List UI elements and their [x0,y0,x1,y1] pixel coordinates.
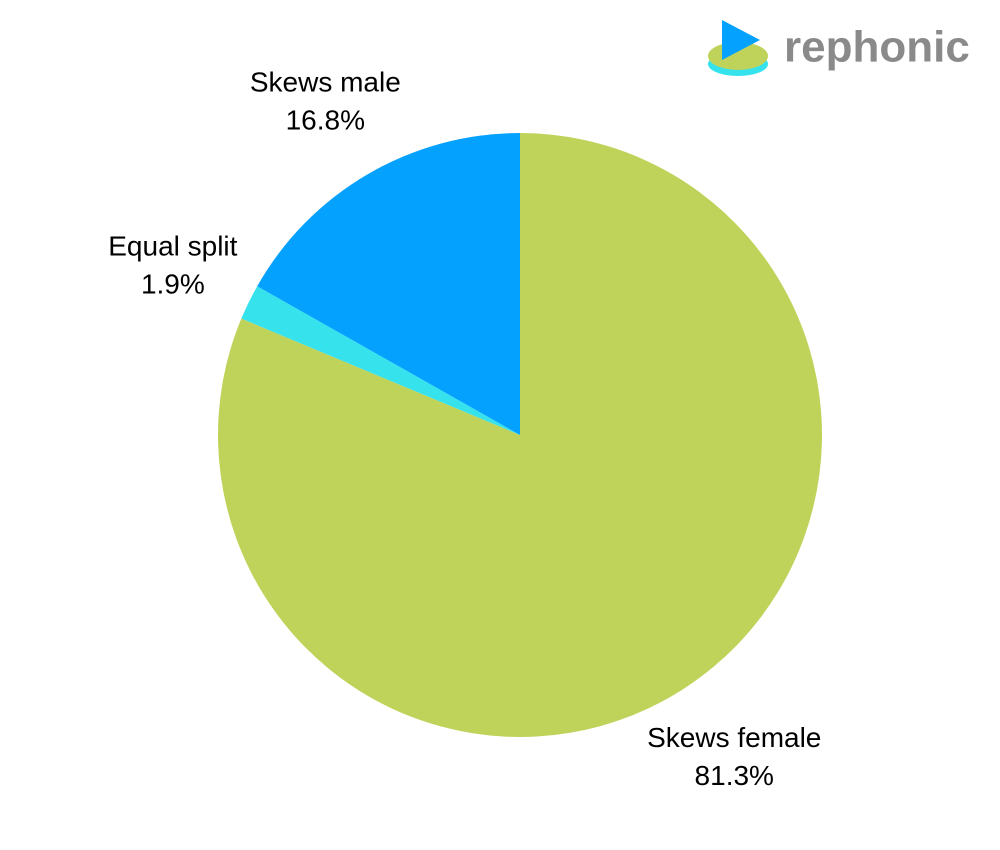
logo [708,20,768,76]
pie-slice [257,133,520,435]
logo-play [722,20,760,60]
slice-value: 16.8% [286,104,365,135]
pie-slice [241,286,520,435]
slice-value: 1.9% [141,268,205,299]
slice-value: 81.3% [695,760,774,791]
slice-label: Equal split [108,230,237,261]
slice-label: Skews female [647,722,821,753]
brand-name: rephonic [784,23,970,72]
slice-label: Skews male [250,66,401,97]
